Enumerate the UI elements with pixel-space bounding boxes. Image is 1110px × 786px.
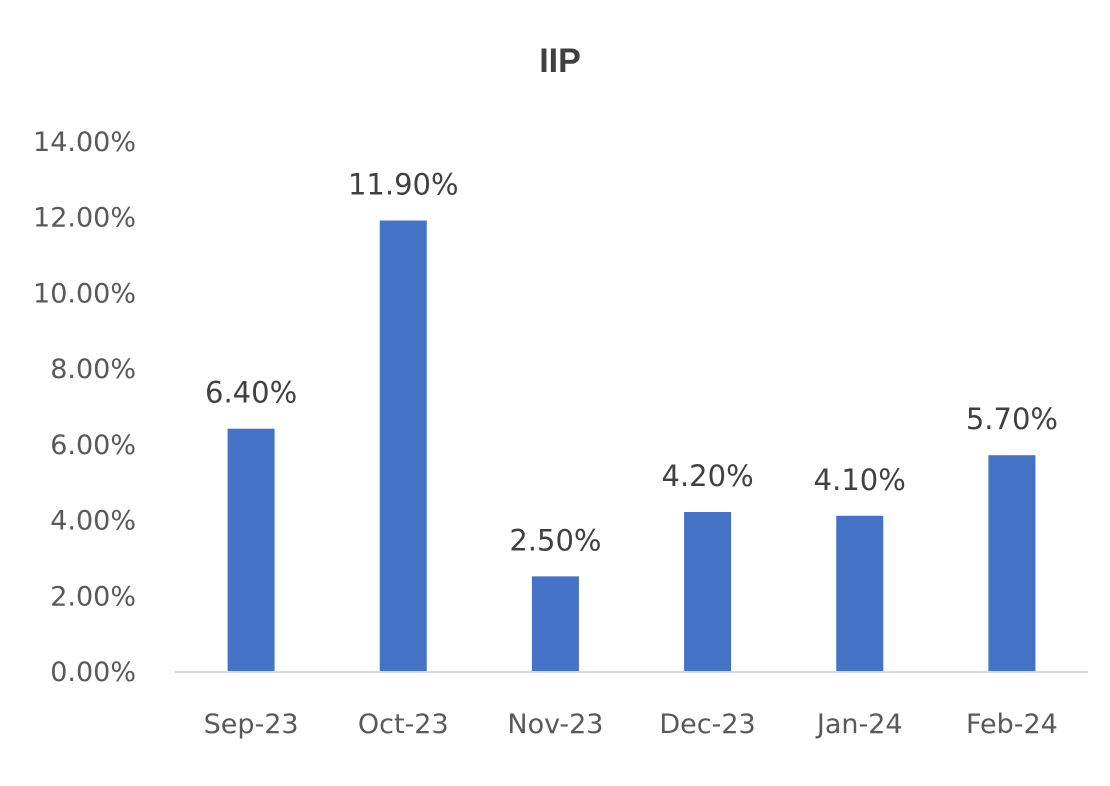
x-tick-label: Feb-24 [966, 709, 1058, 740]
data-label: 5.70% [966, 402, 1058, 436]
y-tick-label: 0.00% [50, 657, 136, 688]
x-tick-label: Dec-23 [659, 709, 755, 740]
x-tick-label: Nov-23 [507, 709, 603, 740]
bar-nov-23 [531, 576, 579, 671]
y-tick-label: 12.00% [33, 203, 136, 234]
x-tick-label: Oct-23 [358, 709, 449, 740]
bar-sep-23 [227, 428, 275, 671]
data-label: 6.40% [205, 376, 297, 410]
x-tick-label: Sep-23 [204, 709, 299, 740]
y-tick-label: 4.00% [50, 506, 136, 537]
data-label: 4.20% [662, 459, 754, 493]
bar-feb-24 [988, 455, 1036, 671]
chart-title: IIP [539, 42, 581, 80]
bar-dec-23 [684, 512, 732, 671]
y-tick-label: 10.00% [33, 278, 136, 309]
y-tick-label: 14.00% [33, 127, 136, 158]
bar-oct-23 [379, 220, 427, 671]
data-label: 11.90% [348, 168, 459, 202]
y-tick-label: 6.00% [50, 430, 136, 461]
bars-group [227, 220, 1036, 671]
y-tick-label: 8.00% [50, 354, 136, 385]
data-label: 2.50% [509, 523, 601, 557]
x-axis-ticks: Sep-23 Oct-23 Nov-23 Dec-23 Jan-24 Feb-24 [204, 709, 1058, 740]
data-labels-group: 6.40% 11.90% 2.50% 4.20% 4.10% 5.70% [205, 168, 1058, 558]
x-tick-label: Jan-24 [815, 709, 903, 740]
bar-jan-24 [836, 515, 884, 671]
y-tick-label: 2.00% [50, 581, 136, 612]
y-axis-ticks: 0.00% 2.00% 4.00% 6.00% 8.00% 10.00% 12.00% 14.… [33, 127, 136, 688]
data-label: 4.10% [814, 463, 906, 497]
